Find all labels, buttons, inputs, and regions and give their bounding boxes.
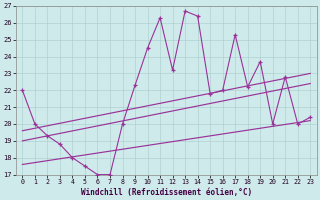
X-axis label: Windchill (Refroidissement éolien,°C): Windchill (Refroidissement éolien,°C) [81, 188, 252, 197]
